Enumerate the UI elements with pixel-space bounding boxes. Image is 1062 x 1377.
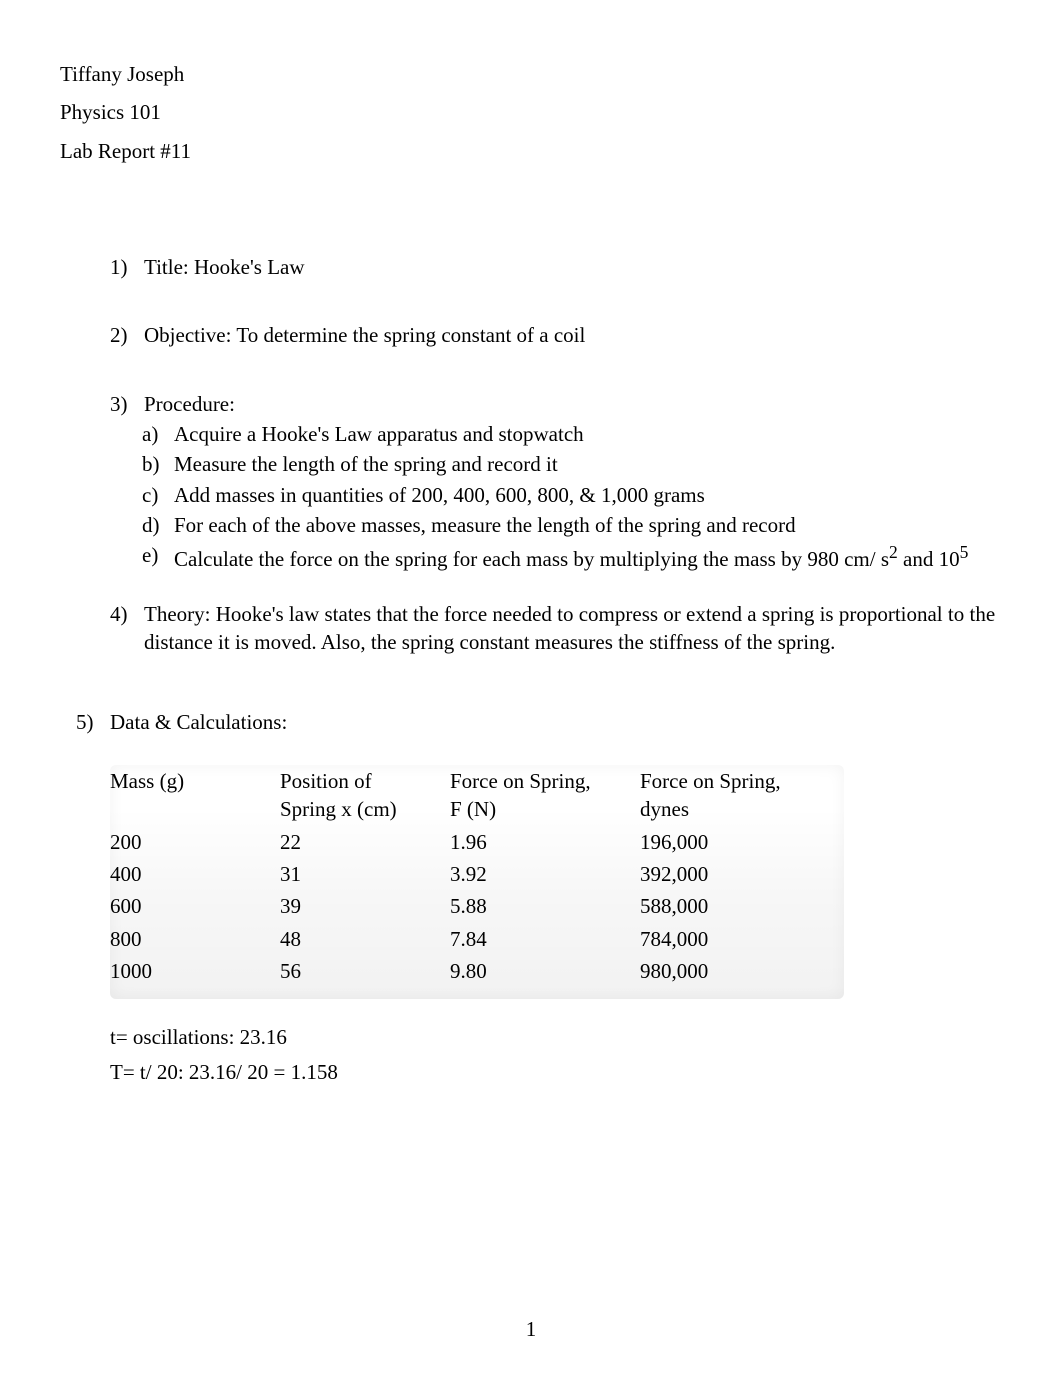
section-data: 5) Data & Calculations: [60,708,1002,736]
procedure-step: d) For each of the above masses, measure… [142,511,1002,539]
table-cell: 400 [110,858,280,890]
section-label: Title: [144,255,189,279]
procedure-step: c) Add masses in quantities of 200, 400,… [142,481,1002,509]
procedure-step: a) Acquire a Hooke's Law apparatus and s… [142,420,1002,448]
table-cell: 7.84 [450,923,640,955]
table-header: Force on Spring, F (N) [450,765,640,826]
section-procedure: 3) Procedure: a) Acquire a Hooke's Law a… [110,390,1002,574]
table-cell: 48 [280,923,450,955]
section-text: To determine the spring constant of a co… [236,323,585,347]
table-cell: 980,000 [640,955,830,987]
table-header: Force on Spring, dynes [640,765,830,826]
section-objective: 2) Objective: To determine the spring co… [110,321,1002,349]
step-letter: b) [142,450,174,478]
table-cell: 392,000 [640,858,830,890]
data-table: Mass (g) Position of Spring x (cm) Force… [110,765,844,999]
list-number: 4) [110,600,144,657]
table-header: Position of Spring x (cm) [280,765,450,826]
list-number: 1) [110,253,144,281]
procedure-steps: a) Acquire a Hooke's Law apparatus and s… [110,420,1002,574]
table-cell: 1.96 [450,826,640,858]
table-cell: 3.92 [450,858,640,890]
period-line: T= t/ 20: 23.16/ 20 = 1.158 [60,1058,1002,1086]
step-letter: c) [142,481,174,509]
section-text: Hooke's Law [194,255,305,279]
table-cell: 1000 [110,955,280,987]
table-cell: 196,000 [640,826,830,858]
table-cell: 588,000 [640,890,830,922]
step-text: For each of the above masses, measure th… [174,511,1002,539]
table-cell: 31 [280,858,450,890]
table-cell: 800 [110,923,280,955]
section-label: Data & Calculations: [110,710,287,734]
section-label: Objective: [144,323,231,347]
table-cell: 39 [280,890,450,922]
section-theory: 4) Theory: Hooke's law states that the f… [110,600,1002,657]
section-label: Procedure: [144,392,235,416]
table-cell: 9.80 [450,955,640,987]
table-cell: 200 [110,826,280,858]
report-line: Lab Report #11 [60,137,1002,165]
step-text: Measure the length of the spring and rec… [174,450,1002,478]
table-header: Mass (g) [110,765,280,826]
section-list: 1) Title: Hooke's Law 2) Objective: To d… [60,253,1002,656]
step-text: Add masses in quantities of 200, 400, 60… [174,481,1002,509]
oscillations-line: t= oscillations: 23.16 [60,1023,1002,1051]
procedure-step: b) Measure the length of the spring and … [142,450,1002,478]
step-letter: e) [142,541,174,573]
list-number: 5) [76,708,110,736]
procedure-step: e) Calculate the force on the spring for… [142,541,1002,573]
author-line: Tiffany Joseph [60,60,1002,88]
table-cell: 600 [110,890,280,922]
page-number: 1 [0,1315,1062,1343]
table-cell: 22 [280,826,450,858]
table-cell: 56 [280,955,450,987]
course-line: Physics 101 [60,98,1002,126]
section-text: Hooke's law states that the force needed… [144,602,995,654]
list-number: 2) [110,321,144,349]
list-number: 3) [110,390,144,418]
table-cell: 784,000 [640,923,830,955]
table-cell: 5.88 [450,890,640,922]
step-letter: a) [142,420,174,448]
section-label: Theory: [144,602,210,626]
section-title: 1) Title: Hooke's Law [110,253,1002,281]
spacer [60,175,1002,253]
page: Tiffany Joseph Physics 101 Lab Report #1… [0,0,1062,1377]
step-letter: d) [142,511,174,539]
step-text: Acquire a Hooke's Law apparatus and stop… [174,420,1002,448]
step-text: Calculate the force on the spring for ea… [174,541,1002,573]
